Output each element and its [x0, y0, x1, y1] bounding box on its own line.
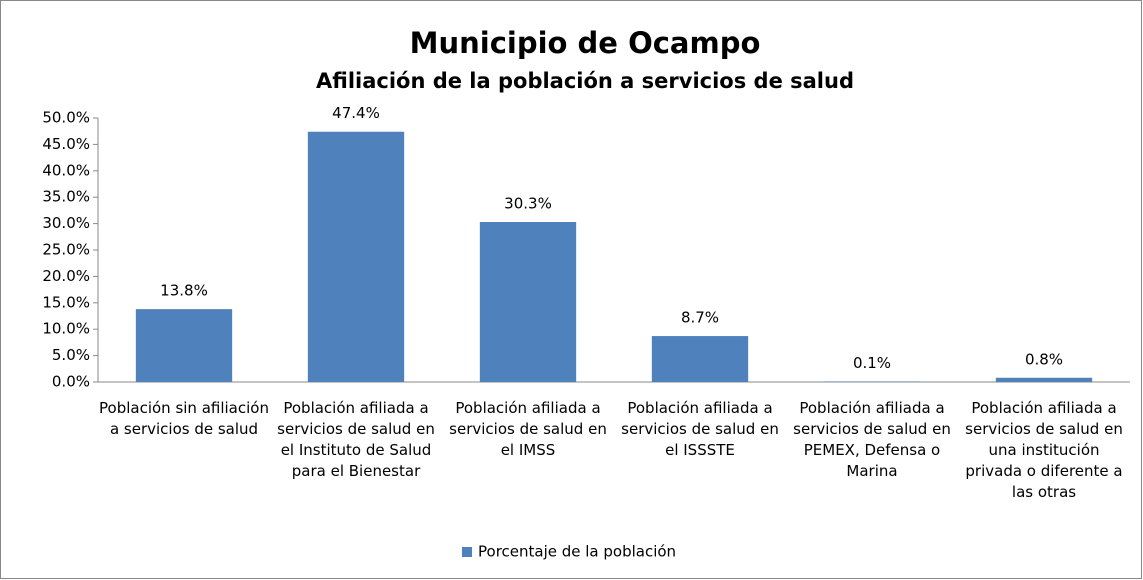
data-label: 47.4% [332, 104, 380, 122]
data-label: 8.7% [681, 309, 719, 327]
x-tick-label: Población afiliada a servicios de salud … [965, 399, 1123, 501]
legend-label: Porcentaje de la población [478, 543, 676, 561]
x-tick-label: Población sin afiliación a servicios de … [99, 399, 269, 438]
data-label: 30.3% [504, 195, 552, 213]
y-tick-label: 5.0% [52, 346, 90, 364]
chart-subtitle: Afiliación de la población a servicios d… [316, 69, 854, 93]
y-tick-label: 50.0% [42, 109, 90, 127]
data-label: 0.1% [853, 354, 891, 372]
x-tick-label: Población afiliada a servicios de salud … [793, 399, 951, 480]
data-label: 13.8% [160, 282, 208, 300]
y-tick-label: 15.0% [42, 293, 90, 311]
bar [307, 131, 405, 382]
x-tick-label: Población afiliada a servicios de salud … [621, 399, 779, 459]
y-tick-label: 30.0% [42, 214, 90, 232]
y-tick-label: 10.0% [42, 320, 90, 338]
y-tick-label: 0.0% [52, 373, 90, 391]
bar [995, 377, 1093, 382]
y-tick-label: 45.0% [42, 135, 90, 153]
y-tick-label: 25.0% [42, 241, 90, 259]
bar [823, 381, 921, 382]
legend-swatch [462, 547, 472, 557]
y-tick-label: 20.0% [42, 267, 90, 285]
x-tick-label: Población afiliada a servicios de salud … [449, 399, 607, 459]
y-tick-label: 35.0% [42, 188, 90, 206]
y-tick-label: 40.0% [42, 161, 90, 179]
bar [479, 222, 577, 382]
bar [651, 336, 749, 382]
chart-title: Municipio de Ocampo [410, 26, 761, 60]
bar [135, 309, 233, 382]
x-tick-label: Población afiliada a servicios de salud … [277, 399, 435, 480]
data-label: 0.8% [1025, 350, 1063, 368]
